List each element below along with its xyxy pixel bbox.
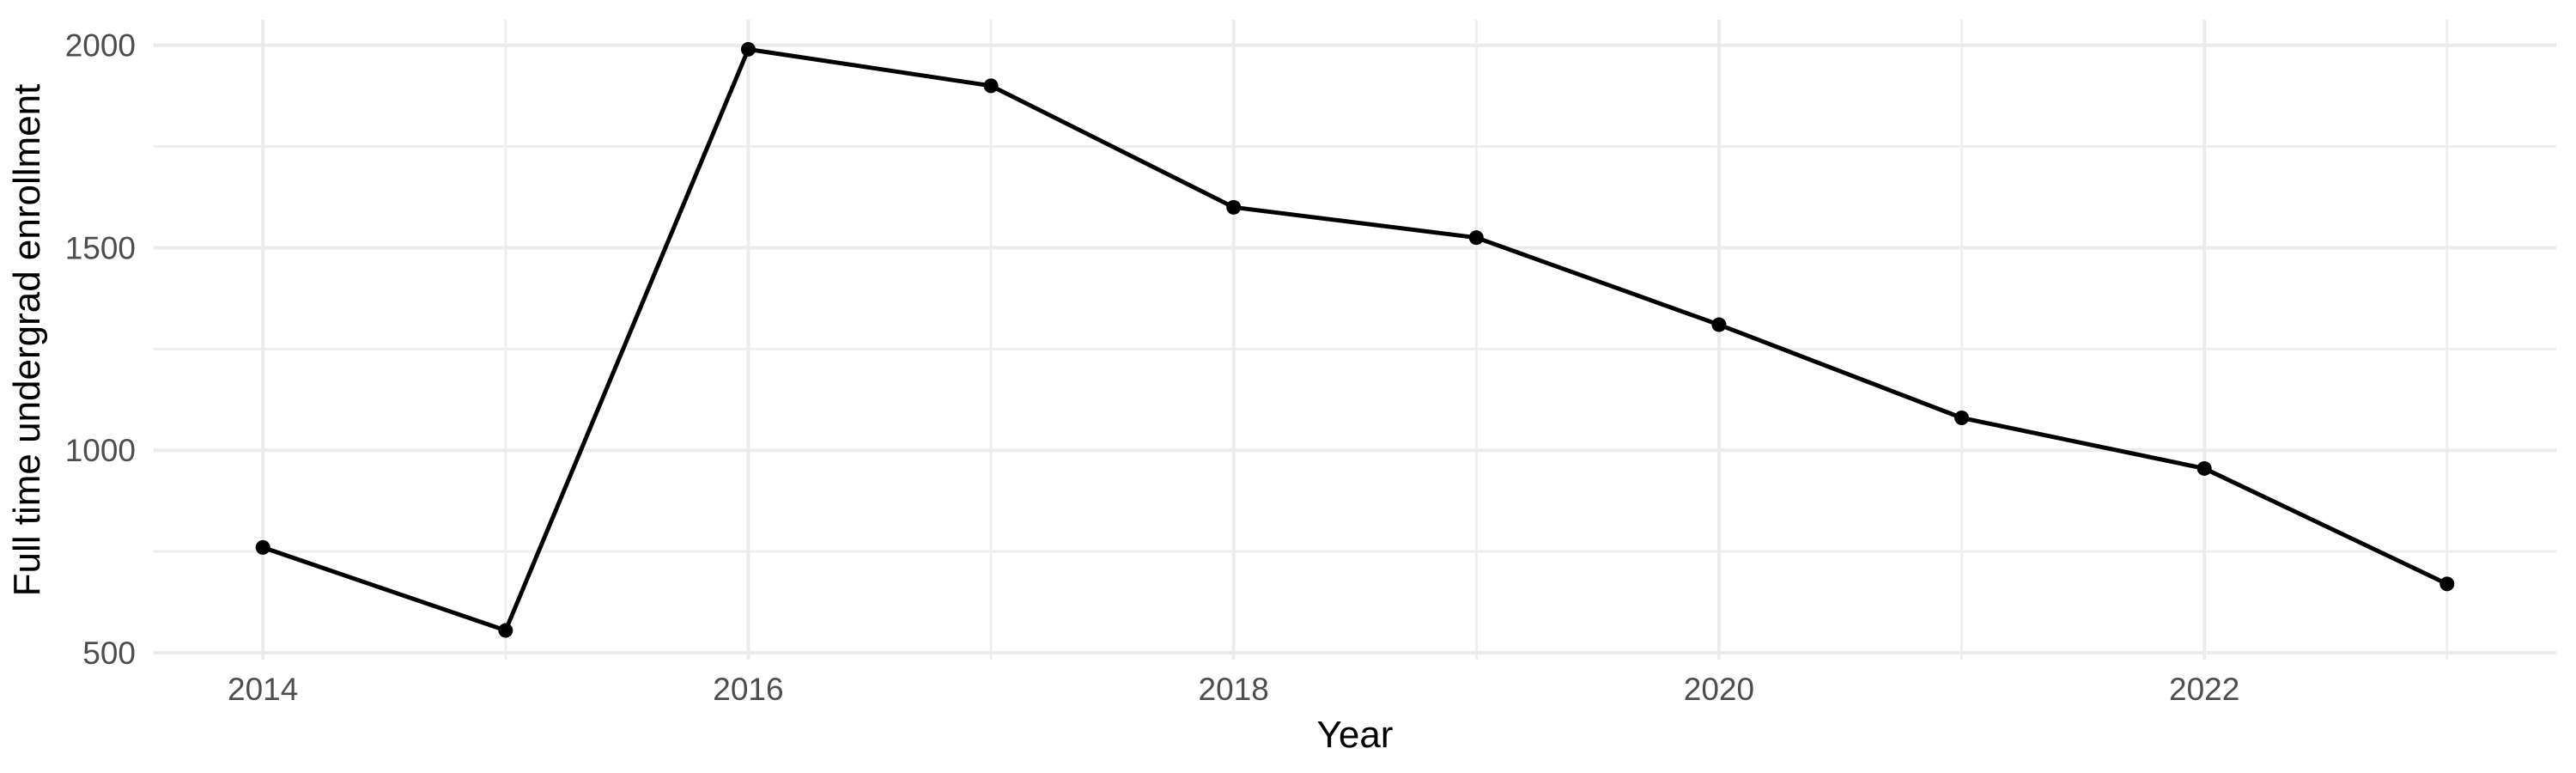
x-tick-label-2016: 2016 xyxy=(713,672,783,707)
data-point-2018 xyxy=(1226,199,1242,215)
data-point-2023 xyxy=(2439,576,2455,592)
data-point-2022 xyxy=(2196,460,2212,476)
y-axis-title: Full time undergrad enrollment xyxy=(6,84,48,597)
data-point-2014 xyxy=(255,539,270,555)
x-tick-label-2018: 2018 xyxy=(1199,672,1269,707)
major-gridlines xyxy=(154,20,2556,660)
data-point-2015 xyxy=(498,623,513,638)
x-axis-title: Year xyxy=(1317,714,1394,756)
y-tick-label-1500: 1500 xyxy=(65,230,136,265)
y-tick-label-1000: 1000 xyxy=(65,433,136,468)
series-line xyxy=(260,46,2450,633)
y-tick-label-500: 500 xyxy=(82,636,136,671)
data-point-2019 xyxy=(1468,230,1484,246)
x-tick-label-2020: 2020 xyxy=(1684,672,1754,707)
x-axis-tick-labels: 2014 2016 2018 2020 2022 xyxy=(228,672,2239,707)
x-tick-label-2022: 2022 xyxy=(2169,672,2239,707)
data-point-2017 xyxy=(983,78,999,94)
data-point-2021 xyxy=(1954,411,1970,426)
data-point-2016 xyxy=(740,41,756,57)
data-series-layer xyxy=(255,41,2455,638)
data-point-2020 xyxy=(1711,317,1727,332)
y-tick-label-2000: 2000 xyxy=(65,28,136,64)
minor-gridlines xyxy=(154,20,2556,660)
y-axis-tick-labels: 500 1000 1500 2000 xyxy=(65,28,136,671)
x-tick-label-2014: 2014 xyxy=(228,672,298,707)
